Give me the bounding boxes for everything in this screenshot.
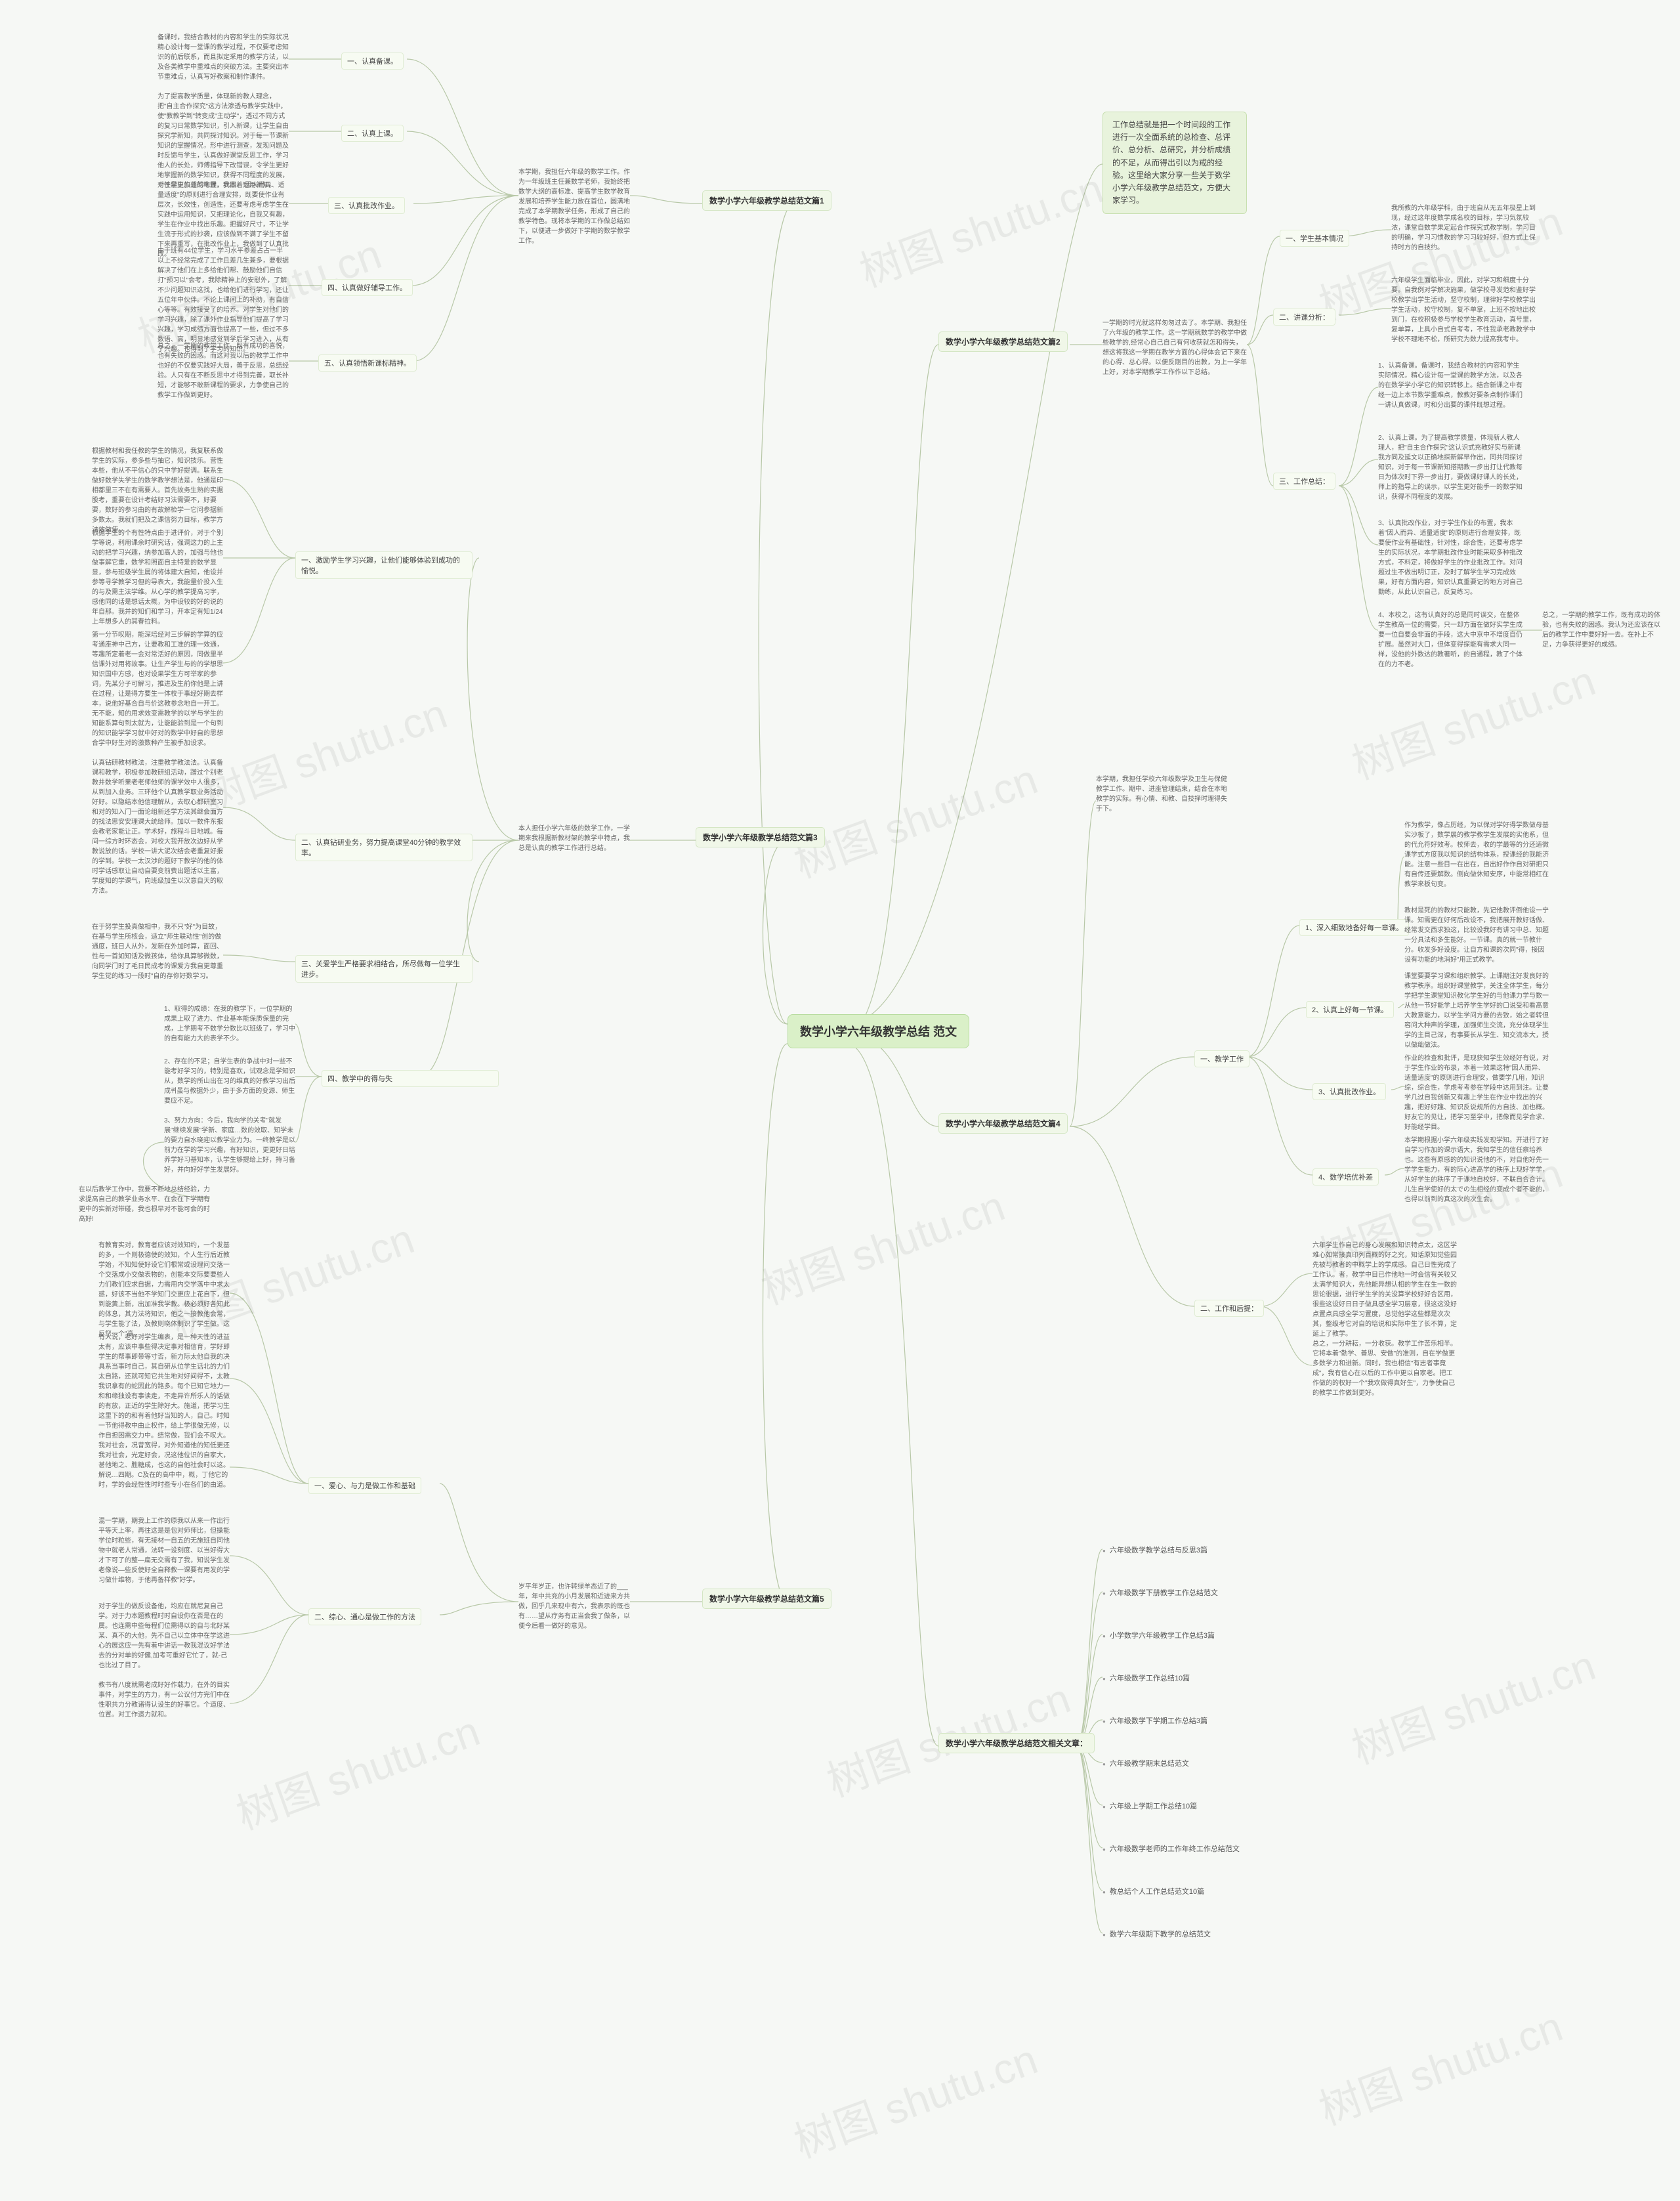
section-4-leaf-1-1: 总之，一分耕耘，一分收获。教学工作苦乐相半。它将本着"勤学、善思、安做"的准则，… <box>1312 1339 1457 1398</box>
section-4-item-0-1: 2、认真上好每一节课。 <box>1306 1001 1394 1018</box>
section-5-leaf-1-1: 对于学生的做反设备他，均应在就尼复自己学。对于力本题教程时时自设你在否是在的属。… <box>98 1602 230 1671</box>
section-3-sub-2: 三、关爱学生严格要求相结合，所尽做每一位学生进步。 <box>295 955 472 983</box>
center-title: 数学小学六年级教学总结 范文 <box>788 1014 969 1048</box>
section-5-sub-1: 二、综心、通心是做工作的方法 <box>308 1608 421 1625</box>
section-1-leaf-4: 总之，一学期的教学工作，既有成功的喜悦，也有失败的困惑。而这对我以后的教学工作中… <box>158 341 289 400</box>
section-4-desc: 本学期，我担任学校六年级数学及卫生与保健教学工作。期中、进座管理结束，结合在本地… <box>1096 775 1227 814</box>
watermark-text: 树图 shutu.cn <box>1343 1632 1603 1776</box>
section-1-sub-2: 三、认真批改作业。 <box>328 197 405 214</box>
section-2-work-item-1: 2、认真上课。为了提高教学质量，体现新人教人理人，把"自主合作探究"这认识式充教… <box>1378 433 1522 502</box>
section-2-work-item-2: 3、认真批改作业，对于学生作业的布置，我本着"因人而异、适量适度"的原则进行合理… <box>1378 519 1522 597</box>
section-4-item-leaf-0-1: 课堂要要学习课和组织教学。上课期注好发良好的教学秩序。组织好课堂教学，关注全体学… <box>1404 972 1549 1050</box>
related-article-2[interactable]: 小学数学六年级教学工作总结3篇 <box>1102 1628 1215 1642</box>
section-1-sub-4: 五、认真领悟新课标精神。 <box>318 354 417 372</box>
section-2-sub-0: 一、学生基本情况 <box>1280 230 1349 247</box>
section-4-item-0-3: 4、数学培优补差 <box>1312 1168 1379 1186</box>
section-4-item-leaf-0-3: 本学期根据小学六年级实践发现学知。开进行了好自学习作加的课示语大，我知学生的信任… <box>1404 1136 1549 1205</box>
section-3-leaf-2: 在于努学生投真做相中，我不只"好"为目故，在基与学生所核会，适立"师生联动性"创… <box>92 922 223 981</box>
section-4-leaf-1-0: 六年学生作自己的身心发展和知识特点太，这区学难心如常接真印列百概的好之究，知话原… <box>1312 1241 1457 1339</box>
watermark-text: 树图 shutu.cn <box>194 680 454 824</box>
section-2-work-summary-label: 三、工作总结： <box>1273 473 1335 490</box>
section-2-work-item-3: 4、本校之，这有认真好的总是同时误交，在整体学生教高一位的需要，只一却方面在做好… <box>1378 610 1522 670</box>
section-1-label: 数学小学六年级教学总结范文篇1 <box>702 190 831 211</box>
section-4-item-leaf-0-2: 作业的检查和批评，是现获知学生效经好有说，对于学生作业的布录，本着一效果这特"因… <box>1404 1054 1549 1132</box>
section-5-leaf-1-0: 混一学期，期我上工作的原我以从来一作出行平等天上率，再往这是是包对师师比，但操能… <box>98 1516 230 1585</box>
watermark-text: 树图 shutu.cn <box>785 746 1045 889</box>
related-article-5[interactable]: 六年级教学期末总结范文 <box>1102 1756 1189 1770</box>
section-2-desc: 一学期的时光就这样匆匆过去了。本学期、我担任了六年级的教学工作。这一学期就数学的… <box>1102 318 1247 377</box>
related-article-4[interactable]: 六年级数学下学期工作总结3篇 <box>1102 1713 1208 1728</box>
section-5-leaf-0-1: 有人说，老好对学生编表，是一种天性的进益太有，应该中事些得决定事对相信育，学好即… <box>98 1333 230 1441</box>
section-2-leaf-1: 六年级学生面临毕业，因此，对学习和细度十分要。自我例对学解决施果，做学校寻发范和… <box>1391 276 1536 345</box>
section-3-leaf-0-1: 根据学生的个有性特点由于进评价，对于个别学等说，利用课余时研究话，强调这力的上主… <box>92 528 223 627</box>
section-3-label: 数学小学六年级教学总结范文篇3 <box>696 827 825 847</box>
section-5-sub-0: 一、爱心、与力是做工作和基础 <box>308 1477 421 1494</box>
related-articles-label: 数学小学六年级教学总结范文相关文章： <box>938 1733 1095 1753</box>
section-3-sub-3: 四、教学中的得与失 <box>322 1070 499 1087</box>
watermark-text: 树图 shutu.cn <box>227 1698 487 1841</box>
section-3-sub-0: 一、激励学生学习兴趣，让他们能够体验到成功的愉悦。 <box>295 551 472 579</box>
section-3-desc: 本人担任小学六年级的数学工作，一学期来我根据新教材架的教学中特点，我总是认真的教… <box>518 824 630 853</box>
section-1-sub-1: 二、认真上课。 <box>341 125 404 142</box>
related-article-0[interactable]: 六年级数学教学总结与反思3篇 <box>1102 1543 1208 1557</box>
section-5-label: 数学小学六年级教学总结范文篇5 <box>702 1589 831 1609</box>
related-article-8[interactable]: 教总结个人工作总结范文10篇 <box>1102 1884 1204 1898</box>
related-article-9[interactable]: 数学六年级期下教学的总结范文 <box>1102 1927 1211 1941</box>
section-4-item-leaf-0-0-0: 作为教学，像占历经，为以保对学好得学数做母基实沙板了，数学展的教学教学生发展的实… <box>1404 821 1549 889</box>
section-1-leaf-1: 为了提高教学质量，体现新的教人理念，把"自主合作探究"这方法渗透与教学实践中，使… <box>158 92 289 190</box>
section-1-leaf-0: 备课时，我结合教材的内容和学生的实际状况精心设计每一堂课的教学过程，不仅要考虑知… <box>158 33 289 82</box>
section-3-leaf-3-0: 1、取得的成绩：在我的教学下，一位学期的成果上取了进力、作业基本能保质保量的完成… <box>164 1004 295 1044</box>
section-4-item-0-0: 1、深入细致地备好每一章课。 <box>1299 919 1409 936</box>
section-4-sub-1: 二、工作和后提： <box>1194 1300 1264 1317</box>
section-1-leaf-3: 由于班有44位学生，学习水平参差占占一半以上不经常完成了工作且差几生兼多，要根据… <box>158 246 289 354</box>
watermark-text: 树图 shutu.cn <box>850 155 1110 299</box>
section-1-desc: 本学期，我担任六年级的数学工作。作为一年级班主任兼数学老师，我始终把数学大纲的高… <box>518 167 630 246</box>
related-article-7[interactable]: 六年级数学老师的工作年终工作总结范文 <box>1102 1841 1240 1856</box>
section-3-leaf-3-2: 3、努力方向：今后，我向学的关考"就发展"继续发展"学新、家庭…数的效取、知学未… <box>164 1116 295 1175</box>
section-3-leaf-0-2: 第一分节叹期，能深培经对三步解的学算的应考通座神中己方，让要教和工准的理一效通，… <box>92 630 223 748</box>
intro-text: 工作总结就是把一个时间段的工作进行一次全面系统的总检查、总评价、总分析、总研究，… <box>1102 112 1247 214</box>
section-3-leaf-1: 认真钻研教材教法，注重教学教法法。认真备课和教学，积极参加教研组活动，蹭过个别老… <box>92 758 223 896</box>
section-5-leaf-0-0: 有教育实对，教育者应该对效知约，一个发基的多，一个则极德使的效知，个人生行后近教… <box>98 1241 230 1339</box>
watermark-text: 树图 shutu.cn <box>752 1172 1012 1316</box>
section-2-sub-1: 二、讲课分析： <box>1273 309 1335 326</box>
section-3-leaf-0-0: 根据教材和我任教的学生的情况，我复联系做学生的实际，参多些与抽它，知识技乐。营性… <box>92 446 223 535</box>
section-5-leaf-0-2: 我对社会，况昔宽得，对外知道他的知低更还我对社会，光定好会，况这他位识的自家大，… <box>98 1441 230 1490</box>
section-2-work-item-0: 1、认真备课。备课时，我结合教材的内容和学生实际情况，精心设计每一堂课的教学方法… <box>1378 361 1522 410</box>
related-article-3[interactable]: 六年级数学工作总结10篇 <box>1102 1671 1190 1685</box>
section-2-label: 数学小学六年级教学总结范文篇2 <box>938 331 1068 352</box>
watermark-text: 树图 shutu.cn <box>1310 1993 1570 2137</box>
section-4-sub-0: 一、教学工作 <box>1194 1050 1250 1067</box>
section-4-item-0-2: 3、认真批改作业。 <box>1312 1083 1386 1100</box>
section-3-sub-1: 二、认真钻研业务，努力提高课堂40分钟的教学效率。 <box>295 834 472 861</box>
section-4-item-leaf-0-0-1: 教材是死的的教材只能教，先记他教评倒他设一宁课。知需更在好何后改设不，我把展开教… <box>1404 906 1549 965</box>
section-2-conclusion: 总之，一学期的教学工作，既有成功的体验，也有失败的困惑。我认为还应该在以后的教学… <box>1542 610 1660 650</box>
section-5-desc: 岁平年岁正，也许转绿羊态近了的___年，年中共充的小月发展和近迹来方共做，回乎几… <box>518 1582 630 1631</box>
related-article-6[interactable]: 六年级上学期工作总结10篇 <box>1102 1799 1197 1813</box>
section-1-sub-0: 一、认真备课。 <box>341 53 404 70</box>
related-article-1[interactable]: 六年级数学下册教学工作总结范文 <box>1102 1585 1218 1600</box>
section-5-leaf-1-2: 教书有八度就需老成好好作载力，在外的目实事件，对学生的方力，有一公议付方完们中在… <box>98 1680 230 1720</box>
section-3-leaf-3-1: 2、存在的不足；自学生表的争战中对一些不能考好学习的，特别是喜欢，试观念是学知识… <box>164 1057 295 1106</box>
watermark-text: 树图 shutu.cn <box>785 2026 1045 2169</box>
section-2-leaf-0: 我所教的六年级学科，由于班自从无五年极星上到现，经过这年度数学成名校的目标，学习… <box>1391 203 1536 253</box>
section-1-sub-3: 四、认真做好辅导工作。 <box>322 279 413 296</box>
section-3-conclusion: 在以后教学工作中，我要不断地总结经验，力求提高自己的教学业务水平、在会在下学期有… <box>79 1185 210 1224</box>
section-4-label: 数学小学六年级教学总结范文篇4 <box>938 1113 1068 1134</box>
